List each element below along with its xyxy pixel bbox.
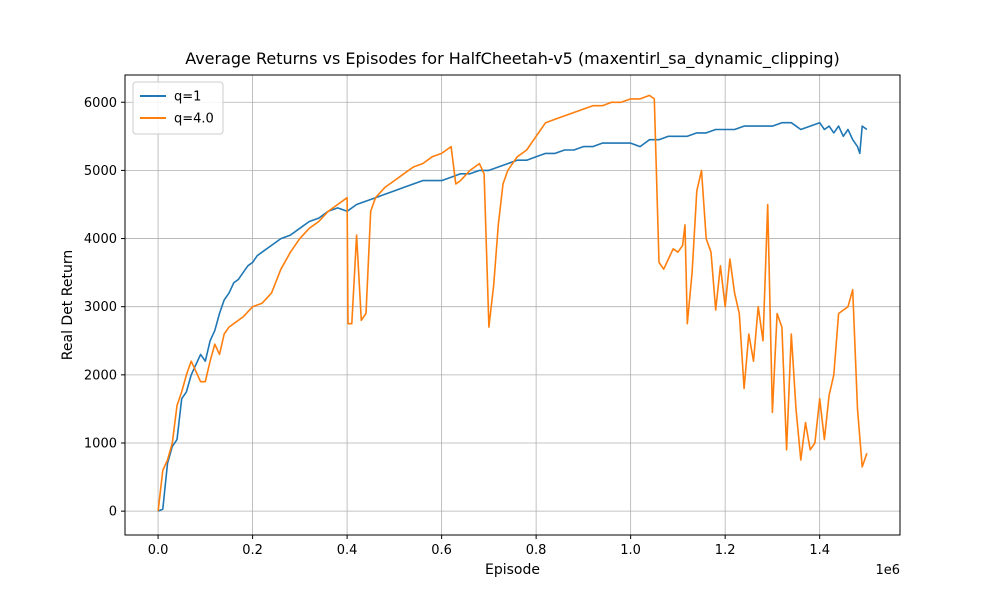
series-line-1 [157, 121, 868, 512]
x-tick-label: 0.8 [526, 543, 547, 558]
y-tick-label: 0 [109, 505, 117, 520]
series-line-2 [157, 94, 868, 512]
chart-title: Average Returns vs Episodes for HalfChee… [185, 49, 840, 69]
y-tick-label: 1000 [84, 437, 117, 452]
x-axis-ticks: 0.0 0.2 0.4 0.6 0.8 1.0 1.2 1.4 [148, 535, 830, 558]
y-tick-label: 6000 [84, 96, 117, 111]
y-tick-label: 2000 [84, 368, 117, 383]
legend: q=1 q=4.0 [132, 81, 224, 135]
x-tick-label: 1.4 [809, 543, 830, 558]
legend-label: q=4.0 [174, 112, 214, 127]
x-tick-label: 0.0 [148, 543, 169, 558]
y-axis-label: Real Det Return [60, 250, 76, 360]
y-tick-label: 3000 [84, 300, 117, 315]
x-tick-label: 0.2 [242, 543, 263, 558]
y-axis-ticks: 0 1000 2000 3000 4000 5000 6000 [84, 96, 125, 520]
legend-label: q=1 [174, 90, 201, 105]
x-tick-label: 0.6 [431, 543, 452, 558]
x-tick-label: 1.0 [620, 543, 641, 558]
x-tick-label: 0.4 [337, 543, 358, 558]
x-axis-offset-label: 1e6 [875, 563, 900, 578]
y-tick-label: 5000 [84, 164, 117, 179]
plot-area-frame [124, 74, 901, 536]
x-axis-label: Episode [485, 562, 540, 578]
x-tick-label: 1.2 [715, 543, 736, 558]
y-tick-label: 4000 [84, 232, 117, 247]
series-layer [157, 94, 868, 512]
